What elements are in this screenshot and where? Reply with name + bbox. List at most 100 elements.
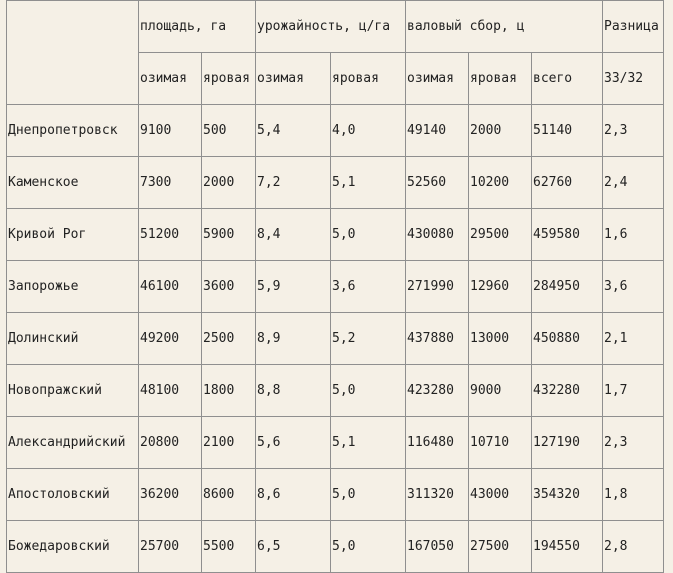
header-yield-winter: озимая [255,52,331,105]
cell-harvest-total: 450880 [531,312,603,365]
cell-area-spring: 8600 [201,468,256,521]
header-area-winter: озимая [138,52,202,105]
cell-area-spring: 5900 [201,208,256,261]
cell-diff: 1,8 [602,468,664,521]
cell-yield-winter: 5,9 [255,260,331,313]
cell-area-spring: 500 [201,104,256,157]
cell-harvest-spring: 12960 [468,260,532,313]
cell-region: Кривой Рог [6,208,139,261]
cell-area-winter: 51200 [138,208,202,261]
cell-diff: 2,1 [602,312,664,365]
table-row: Новопражский 48100 1800 8,8 5,0 423280 9000 432… [6,364,664,417]
cell-area-winter: 7300 [138,156,202,209]
cell-harvest-total: 51140 [531,104,603,157]
header-diff-group: Разница [602,0,664,53]
header-area-spring: яровая [201,52,256,105]
cell-harvest-total: 62760 [531,156,603,209]
cell-yield-spring: 3,6 [330,260,406,313]
harvest-table: площадь, га урожайность, ц/га валовый сб… [6,0,664,573]
cell-area-winter: 46100 [138,260,202,313]
cell-area-winter: 9100 [138,104,202,157]
header-yield-group: урожайность, ц/га [255,0,406,53]
cell-diff: 2,3 [602,104,664,157]
cell-harvest-total: 194550 [531,520,603,573]
cell-harvest-total: 432280 [531,364,603,417]
cell-region: Апостоловский [6,468,139,521]
cell-diff: 3,6 [602,260,664,313]
cell-diff: 2,8 [602,520,664,573]
cell-area-winter: 20800 [138,416,202,469]
cell-yield-winter: 5,6 [255,416,331,469]
cell-harvest-winter: 271990 [405,260,469,313]
cell-yield-spring: 5,0 [330,468,406,521]
table-row: Днепропетровск 9100 500 5,4 4,0 49140 2000 5114… [6,104,664,157]
cell-yield-spring: 5,1 [330,156,406,209]
cell-diff: 2,4 [602,156,664,209]
cell-harvest-winter: 311320 [405,468,469,521]
table-body: Днепропетровск 9100 500 5,4 4,0 49140 2000 5114… [6,104,664,573]
cell-harvest-total: 459580 [531,208,603,261]
cell-yield-winter: 8,9 [255,312,331,365]
cell-yield-spring: 4,0 [330,104,406,157]
header-diff-sub: 33/32 [602,52,664,105]
cell-yield-winter: 8,4 [255,208,331,261]
table-row: Долинский 49200 2500 8,9 5,2 437880 13000 45088… [6,312,664,365]
cell-harvest-spring: 10710 [468,416,532,469]
table-row: Каменское 7300 2000 7,2 5,1 52560 10200 62760 2,… [6,156,664,209]
cell-area-spring: 2000 [201,156,256,209]
header-harvest-winter: озимая [405,52,469,105]
header-row-groups: площадь, га урожайность, ц/га валовый сб… [6,0,664,105]
cell-area-winter: 48100 [138,364,202,417]
cell-region: Днепропетровск [6,104,139,157]
cell-harvest-total: 284950 [531,260,603,313]
cell-region: Новопражский [6,364,139,417]
cell-area-winter: 25700 [138,520,202,573]
header-row-sub: озимая яровая озимая яровая озимая ярова… [7,52,664,105]
cell-area-spring: 5500 [201,520,256,573]
cell-area-winter: 36200 [138,468,202,521]
cell-yield-spring: 5,0 [330,364,406,417]
cell-harvest-winter: 423280 [405,364,469,417]
cell-yield-winter: 8,6 [255,468,331,521]
cell-harvest-total: 354320 [531,468,603,521]
cell-region: Долинский [6,312,139,365]
cell-diff: 1,6 [602,208,664,261]
cell-region: Каменское [6,156,139,209]
cell-yield-spring: 5,1 [330,416,406,469]
cell-area-spring: 1800 [201,364,256,417]
cell-harvest-spring: 9000 [468,364,532,417]
cell-yield-winter: 7,2 [255,156,331,209]
cell-harvest-winter: 52560 [405,156,469,209]
table-row: Апостоловский 36200 8600 8,6 5,0 311320 43000 3… [6,468,664,521]
cell-harvest-total: 127190 [531,416,603,469]
cell-yield-spring: 5,2 [330,312,406,365]
cell-harvest-spring: 29500 [468,208,532,261]
header-region-corner [6,0,139,105]
cell-harvest-winter: 437880 [405,312,469,365]
cell-yield-winter: 5,4 [255,104,331,157]
header-area-group: площадь, га [138,0,256,53]
cell-yield-winter: 6,5 [255,520,331,573]
table-row: Божедаровский 25700 5500 6,5 5,0 167050 27500 1… [6,520,664,573]
cell-harvest-winter: 49140 [405,104,469,157]
cell-yield-spring: 5,0 [330,520,406,573]
header-harvest-total: всего [531,52,603,105]
cell-harvest-spring: 27500 [468,520,532,573]
cell-area-spring: 2100 [201,416,256,469]
cell-area-winter: 49200 [138,312,202,365]
cell-diff: 2,3 [602,416,664,469]
cell-diff: 1,7 [602,364,664,417]
table-row: Запорожье 46100 3600 5,9 3,6 271990 12960 28495… [6,260,664,313]
cell-area-spring: 2500 [201,312,256,365]
cell-harvest-winter: 430080 [405,208,469,261]
cell-harvest-spring: 10200 [468,156,532,209]
cell-harvest-spring: 13000 [468,312,532,365]
cell-yield-winter: 8,8 [255,364,331,417]
cell-region: Божедаровский [6,520,139,573]
cell-harvest-spring: 43000 [468,468,532,521]
cell-region: Запорожье [6,260,139,313]
table-row: Александрийский 20800 2100 5,6 5,1 116480 1071… [6,416,664,469]
header-harvest-spring: яровая [468,52,532,105]
cell-region: Александрийский [6,416,139,469]
cell-harvest-winter: 116480 [405,416,469,469]
